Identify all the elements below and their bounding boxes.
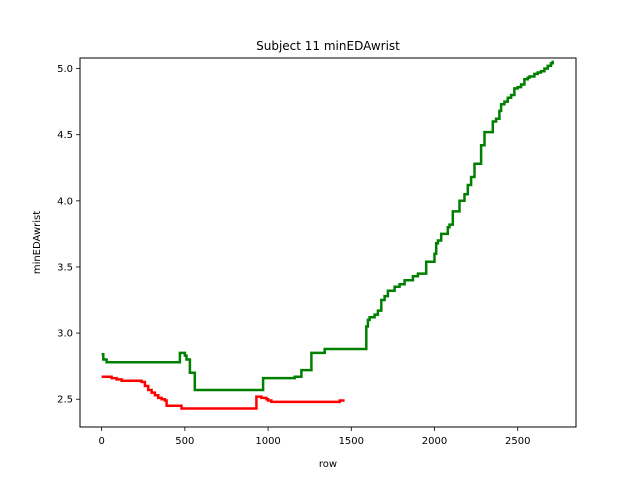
series-layer xyxy=(101,60,554,410)
x-tick-label: 2500 xyxy=(505,436,530,447)
x-tick-label: 1500 xyxy=(339,436,364,447)
y-tick-label: 3.5 xyxy=(57,262,73,273)
plot-area xyxy=(80,58,576,427)
series-line-1 xyxy=(101,60,554,392)
x-axis-title: row xyxy=(319,459,337,470)
tick-layer: 0 500 1000 1500 2000 2500 2.5 3.0 3.5 4.0 4.5 5.0 xyxy=(57,64,530,447)
y-tick-label: 4.5 xyxy=(57,130,73,141)
x-tick-label: 2000 xyxy=(422,436,447,447)
x-tick-label: 1000 xyxy=(255,436,280,447)
plot-frame xyxy=(79,57,577,428)
x-tick-label: 500 xyxy=(175,436,194,447)
chart-title: Subject 11 minEDAwrist xyxy=(256,39,400,53)
y-tick-label: 5.0 xyxy=(57,64,73,75)
y-tick-label: 4.0 xyxy=(57,196,73,207)
series-line-2 xyxy=(101,375,345,410)
y-tick-label: 2.5 xyxy=(57,395,73,406)
y-axis-title: minEDAwrist xyxy=(32,211,43,274)
y-tick-label: 3.0 xyxy=(57,329,73,340)
x-tick-label: 0 xyxy=(98,436,104,447)
